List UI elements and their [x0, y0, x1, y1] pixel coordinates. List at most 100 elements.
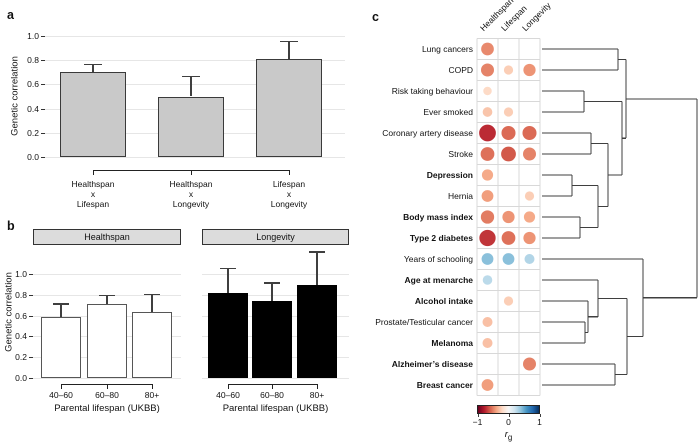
x-axis-tick — [152, 384, 153, 389]
colorbar-tick-label: −1 — [472, 417, 483, 427]
rg-dot — [523, 147, 536, 161]
row-label: Hernia — [447, 190, 473, 201]
colorbar-tick — [477, 414, 479, 417]
y-axis-tick — [41, 36, 45, 37]
row-label: Depression — [426, 169, 473, 180]
x-axis-title: Parental lifespan (UKBB) — [222, 403, 329, 414]
gridline — [45, 36, 345, 37]
error-whisker — [227, 267, 229, 293]
gridline — [45, 84, 345, 86]
panel-b-letter: b — [7, 219, 15, 233]
x-axis-tick — [228, 384, 229, 389]
x-axis-tick — [107, 384, 108, 389]
rg-dot — [481, 190, 494, 202]
colorbar-tick-label: 1 — [537, 417, 542, 427]
rg-dot — [522, 125, 537, 141]
x-tick-label: 60–80 — [95, 390, 119, 400]
error-cap — [309, 251, 325, 253]
category-label-line: x — [188, 189, 194, 199]
x-axis-tick — [93, 170, 94, 175]
colorbar-tick-label: 0 — [506, 417, 511, 427]
rg-dot — [481, 63, 494, 77]
gridline — [202, 294, 349, 296]
x-tick-label: 80+ — [309, 390, 325, 400]
row-label: Stroke — [448, 148, 473, 159]
error-cap — [84, 63, 102, 66]
rg-dot — [482, 107, 493, 117]
rg-dot — [502, 253, 515, 265]
y-axis-tick — [29, 336, 33, 338]
y-tick-label: 0.2 — [15, 352, 27, 363]
y-tick-label: 0.8 — [27, 55, 39, 66]
error-cap — [280, 40, 298, 43]
row-label: Coronary artery disease — [382, 127, 473, 138]
colorbar — [477, 405, 540, 414]
y-axis-tick — [29, 274, 33, 275]
x-axis-title: Parental lifespan (UKBB) — [54, 403, 160, 414]
category-label-line: Longevity — [172, 199, 210, 209]
row-label: Ever smoked — [423, 106, 473, 117]
rg-dot — [482, 275, 493, 285]
x-axis-tick — [61, 384, 62, 389]
rg-dot — [482, 338, 493, 348]
rg-dot — [483, 86, 492, 96]
row-label: Years of schooling — [403, 253, 473, 264]
rg-dot — [501, 146, 516, 162]
y-tick-label: 0.6 — [27, 79, 39, 90]
colorbar-axis-title: rg — [505, 429, 513, 442]
error-cap — [220, 267, 236, 270]
y-axis-tick — [41, 84, 45, 86]
category-label-line: Healthspan — [71, 179, 115, 189]
rg-dot — [480, 147, 495, 161]
bar — [256, 58, 322, 157]
gridline — [45, 157, 345, 158]
bar — [158, 96, 224, 157]
error-cap — [264, 282, 280, 284]
row-label: Lung cancers — [421, 43, 473, 54]
error-whisker — [288, 40, 290, 59]
gridline — [33, 274, 181, 275]
bar — [297, 285, 337, 378]
error-whisker — [60, 303, 62, 317]
colorbar-tick — [508, 414, 510, 417]
rg-dot — [481, 253, 494, 265]
row-label: Alcohol intake — [414, 295, 473, 306]
error-whisker — [92, 63, 94, 73]
rg-dot — [481, 42, 494, 56]
rg-dot — [479, 229, 496, 247]
category-label-line: x — [90, 189, 96, 199]
x-tick-label: 40–60 — [216, 390, 240, 400]
rg-dot — [481, 379, 494, 391]
y-tick-label: 0.4 — [15, 331, 27, 342]
error-whisker — [316, 251, 318, 286]
bar — [41, 316, 81, 378]
bar — [252, 301, 292, 378]
y-axis-tick — [29, 294, 33, 296]
x-tick-label: 80+ — [144, 390, 160, 400]
panel-a-letter: a — [7, 8, 14, 22]
rg-dot — [503, 65, 514, 75]
x-axis-tick — [317, 384, 318, 389]
rg-dot — [524, 191, 535, 201]
rg-dot — [502, 210, 515, 224]
category-label: Lifespan x Longevity — [244, 179, 334, 209]
gridline — [202, 378, 349, 379]
y-tick-label: 0.8 — [15, 289, 27, 300]
y-axis-tick — [41, 60, 45, 62]
rg-dot — [480, 210, 495, 224]
rg-dot — [523, 63, 536, 77]
y-axis-tick — [29, 378, 33, 379]
gridline — [45, 60, 345, 62]
rg-dot — [503, 107, 514, 117]
colorbar-label-sub: g — [507, 432, 513, 442]
y-axis-tick — [41, 132, 45, 134]
y-tick-label: 0.0 — [15, 373, 27, 383]
category-label-line: x — [286, 189, 292, 199]
error-cap — [144, 293, 160, 296]
bar — [132, 312, 172, 378]
category-label: Healthspan x Longevity — [146, 179, 236, 209]
rg-dot — [479, 124, 496, 142]
x-axis-tick — [289, 170, 290, 175]
